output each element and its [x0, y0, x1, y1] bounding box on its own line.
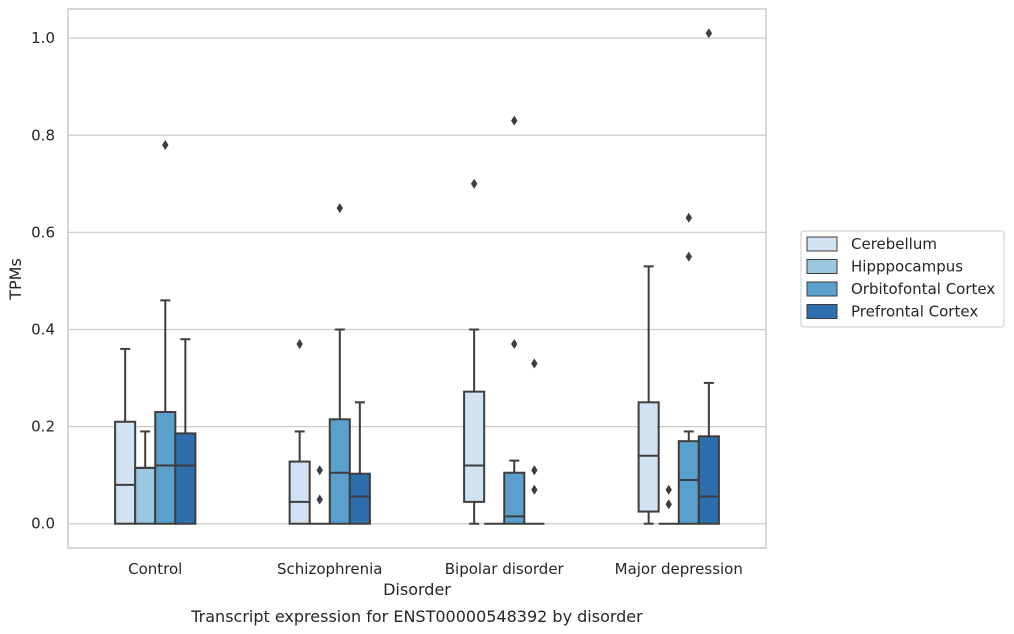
outlier-point: [162, 139, 169, 150]
box-iqr: [677, 440, 700, 525]
box-iqr: [134, 466, 157, 525]
y-tick-label: 1.0: [31, 29, 55, 47]
box-prefrontal-cortex: [697, 28, 720, 525]
outlier-point: [511, 339, 518, 350]
legend-swatch: [806, 304, 838, 319]
box-hipppocampus: [309, 465, 330, 525]
box-iqr: [637, 401, 660, 513]
legend-label: Hipppocampus: [851, 258, 963, 276]
legend-swatch: [806, 281, 838, 297]
box-prefrontal-cortex: [174, 338, 197, 525]
y-axis-label: TPMs: [6, 258, 25, 301]
y-tick-label: 0.4: [31, 320, 55, 338]
y-axis-ticks: 0.0 0.2 0.4 0.6 0.8 1.0: [31, 29, 55, 533]
box-cerebellum: [463, 178, 486, 525]
box-orbitofontal-cortex: [503, 115, 526, 525]
box-iqr: [288, 460, 311, 525]
outlier-point: [316, 494, 323, 505]
outlier-point: [665, 484, 672, 495]
legend-label: Cerebellum: [851, 235, 937, 253]
outlier-point: [531, 358, 538, 369]
legend: Cerebellum Hipppocampus Orbitofontal Corte…: [800, 230, 1005, 328]
box-cerebellum: [637, 265, 660, 525]
figure-caption: Transcript expression for ENST0000054839…: [190, 607, 643, 626]
legend-swatch: [806, 259, 838, 274]
box-iqr: [114, 420, 137, 525]
y-tick-label: 0.2: [31, 418, 55, 436]
legend-swatch: [806, 236, 838, 252]
outlier-point: [316, 465, 323, 476]
outlier-point: [685, 212, 692, 223]
box-orbitofontal-cortex: [328, 203, 351, 525]
outlier-point: [685, 251, 692, 262]
box-iqr: [503, 471, 526, 525]
x-tick-label: Major depression: [615, 560, 743, 578]
x-tick-label: Schizophrenia: [277, 560, 382, 578]
outlier-point: [705, 28, 713, 39]
box-iqr: [697, 435, 720, 525]
box-iqr: [328, 418, 351, 525]
y-tick-label: 0.0: [31, 515, 55, 533]
box-prefrontal-cortex: [524, 358, 545, 525]
outlier-point: [531, 465, 538, 476]
x-tick-label: Bipolar disorder: [445, 560, 565, 578]
legend-frame: [800, 230, 1005, 328]
outlier-point: [336, 203, 343, 214]
y-tick-label: 0.8: [31, 126, 55, 144]
box-iqr: [174, 432, 197, 525]
outlier-point: [531, 484, 538, 495]
plot-frame: [67, 8, 767, 549]
box-hipppocampus: [658, 484, 679, 525]
box-series: [114, 28, 720, 525]
box-iqr: [154, 411, 177, 525]
box-cerebellum: [288, 339, 311, 525]
y-tick-label: 0.6: [31, 223, 55, 241]
x-axis-ticks: Control Schizophrenia Bipolar disorder Majo…: [128, 560, 743, 578]
outlier-point: [511, 115, 518, 126]
outlier-point: [296, 339, 303, 350]
box-prefrontal-cortex: [348, 401, 371, 525]
box-iqr: [348, 472, 371, 525]
x-tick-label: Control: [128, 560, 182, 578]
box-iqr: [463, 390, 486, 503]
outlier-point: [470, 178, 478, 189]
outlier-point: [665, 499, 672, 510]
legend-label: Prefrontal Cortex: [851, 303, 978, 321]
legend-label: Orbitofontal Cortex: [851, 280, 995, 298]
x-axis-label: Disorder: [383, 580, 451, 599]
